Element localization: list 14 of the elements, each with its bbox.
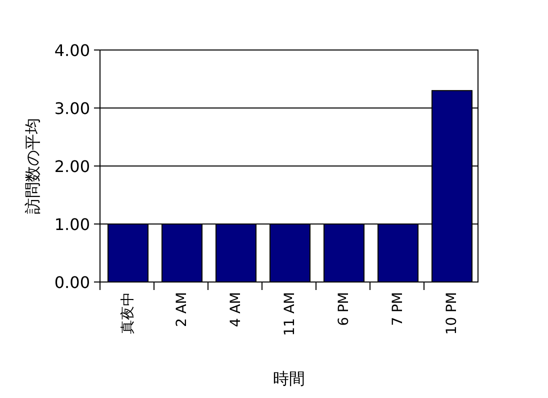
y-axis-title: 訪問数の平均 — [23, 118, 42, 214]
x-tick-label: 6 PM — [336, 292, 352, 326]
x-tick-label: 4 AM — [228, 292, 244, 328]
x-tick-label: 10 PM — [444, 292, 460, 335]
y-tick-label: 4.00 — [54, 41, 90, 60]
x-tick-label: 11 AM — [282, 292, 298, 336]
x-tick-label: 2 AM — [174, 292, 190, 328]
y-tick-label: 1.00 — [54, 215, 90, 234]
x-axis-title: 時間 — [273, 369, 305, 388]
y-tick-label: 2.00 — [54, 157, 90, 176]
y-tick-label: 0.00 — [54, 273, 90, 292]
y-tick-label: 3.00 — [54, 99, 90, 118]
x-tick-label: 真夜中 — [120, 292, 136, 334]
x-tick-label: 7 PM — [390, 292, 406, 326]
